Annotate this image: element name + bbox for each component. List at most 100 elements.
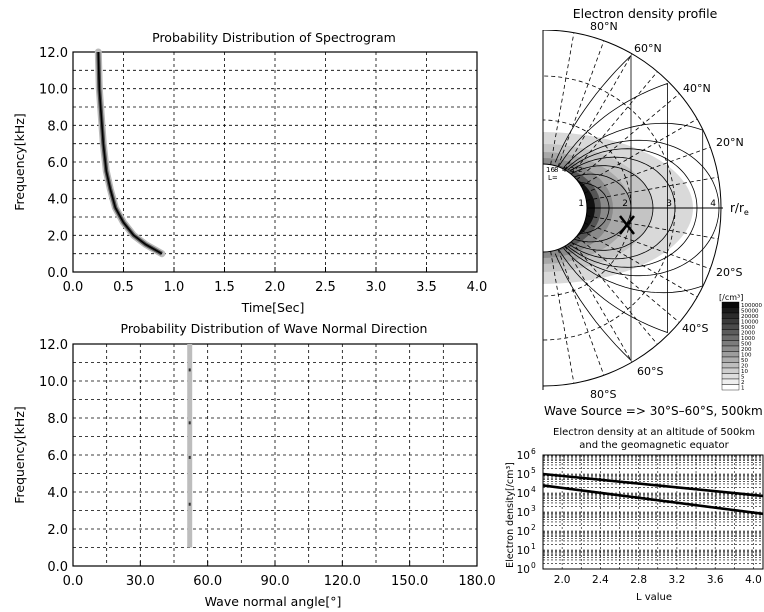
wave-normal-xlabel: Wave normal angle[°] — [205, 594, 342, 609]
colorbar-cell — [721, 329, 740, 336]
y-tick-label: 10 — [517, 526, 530, 538]
colorbar-label: 20 — [741, 364, 748, 370]
density-chart-ylabel: Electron density[/cm³] — [505, 462, 516, 568]
colorbar-label: 50000 — [741, 309, 759, 315]
wave-normal-x-ticks: 0.0 30.0 60.0 90.0 120.0 150.0 180.0 — [63, 561, 496, 589]
y-tick-exponent: 4 — [531, 485, 536, 494]
y-tick-label: 6.0 — [47, 449, 68, 464]
density-chart-frame — [542, 454, 764, 570]
colorbar-label: 10 — [741, 369, 748, 375]
x-tick-label: 3.0 — [366, 280, 387, 295]
latitude-line — [586, 176, 719, 201]
density-chart-lines — [542, 472, 764, 516]
colorbar-cell — [721, 367, 740, 374]
colorbar-cell — [721, 373, 740, 380]
y-tick-exponent: 0 — [531, 561, 536, 570]
l-value-label: 3 — [570, 166, 574, 174]
x-tick-label: 150.0 — [391, 574, 428, 589]
colorbar-cell — [721, 323, 740, 330]
colorbar-cell — [721, 340, 740, 347]
field-and-latitude-lines — [543, 32, 723, 384]
x-tick-label: 1.5 — [214, 280, 235, 295]
latitude-label: 80°N — [590, 20, 618, 33]
y-tick-exponent: 1 — [531, 542, 536, 551]
y-tick-label: 8.0 — [47, 119, 68, 134]
radius-label: 3 — [666, 199, 672, 209]
wave-normal-panel: Probability Distribution of Wave Normal … — [12, 321, 496, 609]
source-marker — [619, 215, 635, 235]
y-tick-label: 10 — [517, 545, 530, 557]
colorbar-label: 10000 — [741, 320, 759, 326]
y-tick-label: 0.0 — [47, 560, 68, 575]
latitude-label: 60°S — [637, 365, 663, 378]
trace-halo — [94, 48, 166, 258]
y-tick-exponent: 2 — [531, 523, 536, 532]
spectrogram-y-ticks: 0.0 2.0 4.0 6.0 8.0 10.0 12.0 — [39, 46, 68, 281]
colorbar-cell — [721, 334, 740, 341]
colorbar-cell — [721, 351, 740, 358]
l-value-label: 2 — [578, 166, 582, 174]
spectrogram-trace — [94, 48, 166, 258]
latitude-label: 20°N — [716, 136, 744, 149]
latitude-line — [564, 53, 633, 171]
y-tick-label: 10 — [517, 507, 530, 519]
x-tick-label: 30.0 — [126, 574, 155, 589]
x-tick-label: 90.0 — [261, 574, 290, 589]
wave-normal-title: Probability Distribution of Wave Normal … — [121, 321, 428, 336]
x-tick-label: 1.0 — [164, 280, 185, 295]
x-tick-label: 60.0 — [193, 574, 222, 589]
y-tick-label: 12.0 — [39, 46, 68, 61]
colorbar-unit: [/cm³] — [719, 293, 743, 302]
latitude-line — [580, 229, 698, 298]
angle-peak — [188, 368, 191, 372]
y-tick-label: 10 — [517, 469, 530, 481]
colorbar-label: 2000 — [741, 331, 755, 337]
latitude-line — [557, 249, 605, 376]
radius-label: 4 — [710, 199, 716, 209]
radius-axis-label: r/re — [730, 201, 749, 217]
latitude-line — [550, 251, 575, 384]
l-value-label: 4 — [562, 166, 567, 174]
density-line — [542, 472, 764, 498]
l-value-label: 8 — [554, 166, 558, 174]
latitude-label: 40°S — [682, 322, 708, 335]
l-prefix-label: L= — [548, 174, 558, 182]
y-tick-label: 10 — [517, 450, 530, 462]
latitude-label: 60°N — [634, 42, 662, 55]
spectrogram-panel: Probability Distribution of Spectrogram … — [12, 30, 487, 315]
x-tick-label: 2.5 — [315, 280, 336, 295]
x-tick-label: 4.0 — [467, 280, 488, 295]
colorbar-label: 2 — [741, 380, 745, 386]
colorbar-cell — [721, 378, 740, 385]
latitude-line — [576, 235, 680, 323]
latitude-line — [580, 118, 698, 187]
x-tick-label: 4.0 — [745, 574, 762, 586]
x-tick-label: 3.2 — [669, 574, 686, 586]
density-line — [542, 484, 764, 516]
y-tick-label: 6.0 — [47, 156, 68, 171]
spectrogram-grid — [73, 52, 477, 272]
l-value-label: 16 — [546, 166, 555, 174]
latitude-label: 40°N — [683, 82, 711, 95]
density-chart-grid — [543, 455, 763, 570]
y-tick-label: 4.0 — [47, 486, 68, 501]
x-tick-label: 2.0 — [265, 280, 286, 295]
latitude-line — [570, 241, 658, 345]
latitude-line — [550, 32, 575, 165]
angle-peak — [188, 421, 191, 425]
density-chart-panel: Electron density at an altitude of 500km… — [505, 427, 764, 603]
radius-label: 2 — [622, 199, 628, 209]
spectrogram-title: Probability Distribution of Spectrogram — [152, 30, 396, 45]
colorbar-cell — [721, 356, 740, 363]
density-chart-x-ticks: 2.0 2.4 2.8 3.2 3.6 4.0 — [554, 574, 762, 586]
trace-mid — [96, 51, 163, 256]
colorbar-label: 100000 — [741, 303, 762, 309]
x-tick-label: 2.4 — [592, 574, 609, 586]
latitude-line — [576, 93, 680, 181]
latitude-label: 80°S — [590, 388, 616, 401]
spectrogram-ylabel: Frequency[kHz] — [12, 113, 27, 211]
colorbar-cell — [721, 312, 740, 319]
y-tick-label: 10.0 — [39, 83, 68, 98]
